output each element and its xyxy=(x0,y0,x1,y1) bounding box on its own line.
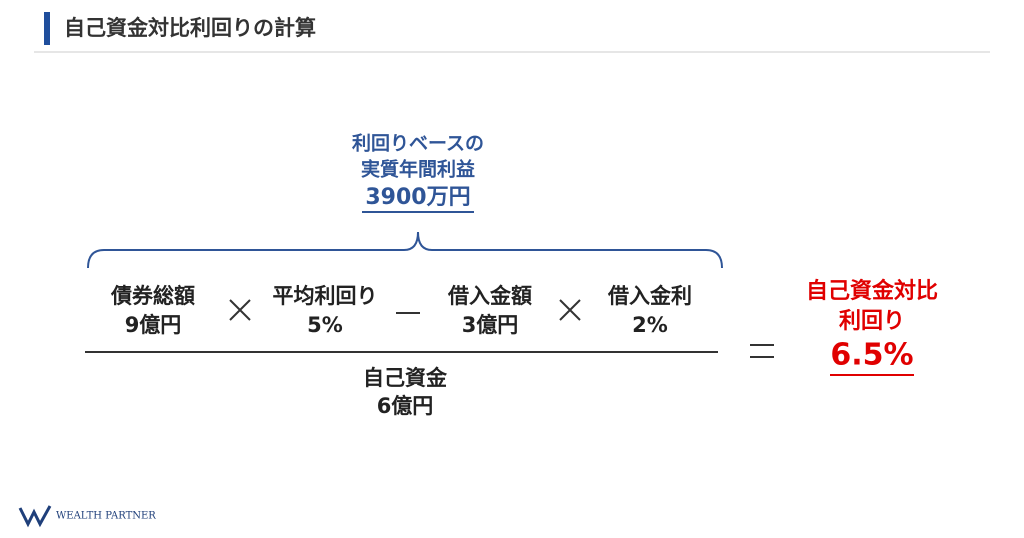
title-bar xyxy=(44,12,50,45)
term-label: 借入金利 xyxy=(607,284,692,308)
term-value: 2% xyxy=(632,313,668,337)
term-label: 平均利回り xyxy=(273,284,378,308)
numerator: 債券総額 9億円 平均利回り 5% 借入金額 3億円 借入金利 2% xyxy=(110,284,692,337)
times xyxy=(559,299,581,321)
annotation-line: 利回りベースの xyxy=(352,133,484,155)
annotation-amount: 3900万円 xyxy=(365,185,470,210)
logo-mark xyxy=(18,505,52,528)
denominator-label: 自己資金 xyxy=(363,366,448,390)
title: 自己資金対比利回りの計算 xyxy=(64,16,316,40)
term-value: 5% xyxy=(307,313,343,337)
annotation-line: 実質年間利益 xyxy=(361,158,475,181)
denominator-value: 6億円 xyxy=(377,394,434,418)
brace xyxy=(87,231,723,269)
times xyxy=(229,299,251,321)
result-value: 6.5% xyxy=(830,338,913,373)
term-value: 3億円 xyxy=(462,313,519,337)
term-label: 債券総額 xyxy=(110,284,195,308)
term-value: 9億円 xyxy=(125,313,182,337)
logo-text: WEALTH PARTNER xyxy=(56,511,156,522)
result-line: 自己資金対比 xyxy=(806,278,938,304)
equals xyxy=(750,344,774,358)
term-label: 借入金額 xyxy=(447,284,532,308)
operators xyxy=(229,299,774,358)
result-line: 利回り xyxy=(839,309,905,334)
